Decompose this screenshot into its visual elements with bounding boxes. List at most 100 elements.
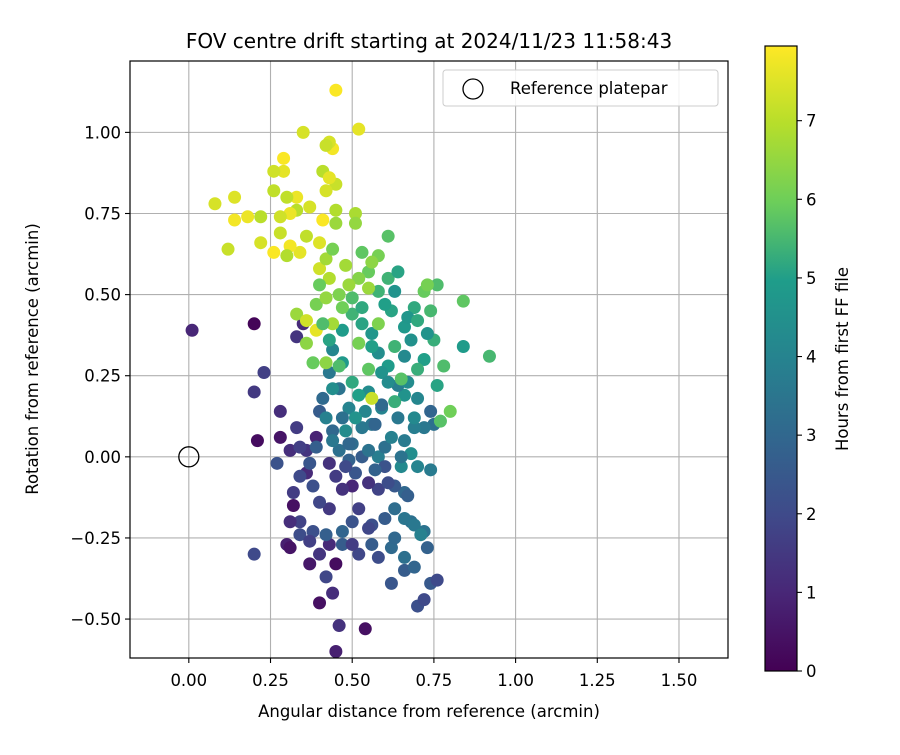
data-point — [221, 242, 235, 256]
data-point — [322, 333, 336, 347]
data-point — [368, 463, 382, 477]
data-point — [319, 252, 333, 266]
data-point — [299, 336, 313, 350]
data-point — [342, 437, 356, 451]
data-point — [241, 210, 255, 224]
data-point — [397, 550, 411, 564]
data-point — [335, 301, 349, 315]
data-point — [378, 460, 392, 474]
y-tick-label: 0.00 — [84, 448, 121, 467]
data-point — [303, 557, 317, 571]
data-point — [355, 301, 369, 315]
data-point — [286, 486, 300, 500]
data-point — [362, 521, 376, 535]
data-point — [293, 440, 307, 454]
data-point — [293, 528, 307, 542]
data-point — [306, 356, 320, 370]
data-point — [348, 206, 362, 220]
data-point — [303, 456, 317, 470]
data-point — [326, 424, 340, 438]
data-point — [247, 317, 261, 331]
data-point — [388, 340, 402, 354]
data-point — [293, 515, 307, 529]
data-point — [417, 593, 431, 607]
data-point — [277, 151, 291, 165]
data-point — [283, 515, 297, 529]
legend: Reference platepar — [442, 69, 719, 107]
data-point — [365, 537, 379, 551]
x-tick-label: 1.25 — [579, 671, 616, 690]
colorbar: 0 1 2 3 4 5 6 7 Hours from first FF file — [764, 45, 852, 681]
data-point — [326, 242, 340, 256]
data-point — [296, 125, 310, 139]
data-point — [417, 353, 431, 366]
data-point — [348, 466, 362, 480]
data-point — [345, 515, 359, 529]
data-point — [368, 417, 382, 431]
data-point — [371, 284, 385, 298]
data-point — [267, 245, 281, 259]
data-point — [335, 482, 349, 496]
data-point — [309, 430, 323, 444]
data-point — [404, 447, 418, 461]
data-point — [411, 314, 425, 328]
data-point — [362, 443, 376, 457]
data-point — [316, 391, 330, 405]
data-point — [378, 511, 392, 525]
data-point — [345, 291, 359, 305]
data-point — [270, 456, 284, 470]
data-point — [329, 557, 343, 571]
data-point — [339, 460, 353, 474]
data-point — [352, 271, 366, 285]
data-point — [430, 573, 444, 587]
y-tick-label: −0.50 — [70, 610, 121, 629]
data-point — [407, 301, 421, 315]
data-point — [371, 482, 385, 496]
data-point — [290, 421, 304, 435]
data-point — [313, 278, 327, 292]
data-point — [254, 236, 268, 250]
data-point — [208, 197, 222, 211]
data-point — [407, 411, 421, 425]
x-tick-label: 1.50 — [661, 671, 698, 690]
data-point — [417, 421, 431, 435]
x-axis-label: Angular distance from reference (arcmin) — [258, 702, 600, 721]
y-tick-label: −0.25 — [70, 529, 121, 548]
data-point — [482, 349, 496, 363]
data-point — [420, 541, 434, 555]
data-point — [407, 421, 421, 435]
reference-platepar-marker — [178, 446, 200, 468]
y-tick-label: 0.75 — [84, 204, 121, 223]
data-point — [355, 245, 369, 259]
data-point — [411, 362, 425, 376]
data-point — [319, 528, 333, 542]
data-point — [420, 327, 434, 341]
data-point — [397, 349, 411, 363]
data-point — [394, 372, 408, 386]
data-point — [388, 395, 402, 409]
legend-box — [442, 69, 719, 107]
data-point — [228, 190, 242, 204]
data-point — [299, 229, 313, 243]
data-point — [273, 404, 287, 418]
data-point — [424, 404, 438, 418]
data-point — [388, 284, 402, 298]
data-point — [290, 307, 304, 321]
data-point — [280, 249, 294, 263]
data-point — [316, 213, 330, 227]
colorbar-tick-label: 0 — [806, 662, 817, 681]
data-point — [348, 411, 362, 425]
legend-marker-reference — [462, 78, 484, 100]
data-point — [365, 391, 379, 405]
data-point — [345, 375, 359, 389]
colorbar-tick-label: 2 — [806, 505, 817, 524]
data-point — [355, 421, 369, 435]
data-point — [342, 278, 356, 292]
data-point — [329, 469, 343, 483]
data-point — [329, 216, 343, 230]
x-tick-label: 0.25 — [252, 671, 289, 690]
data-point — [397, 388, 411, 402]
data-point — [313, 262, 327, 276]
data-point — [329, 645, 343, 658]
data-point — [352, 336, 366, 350]
